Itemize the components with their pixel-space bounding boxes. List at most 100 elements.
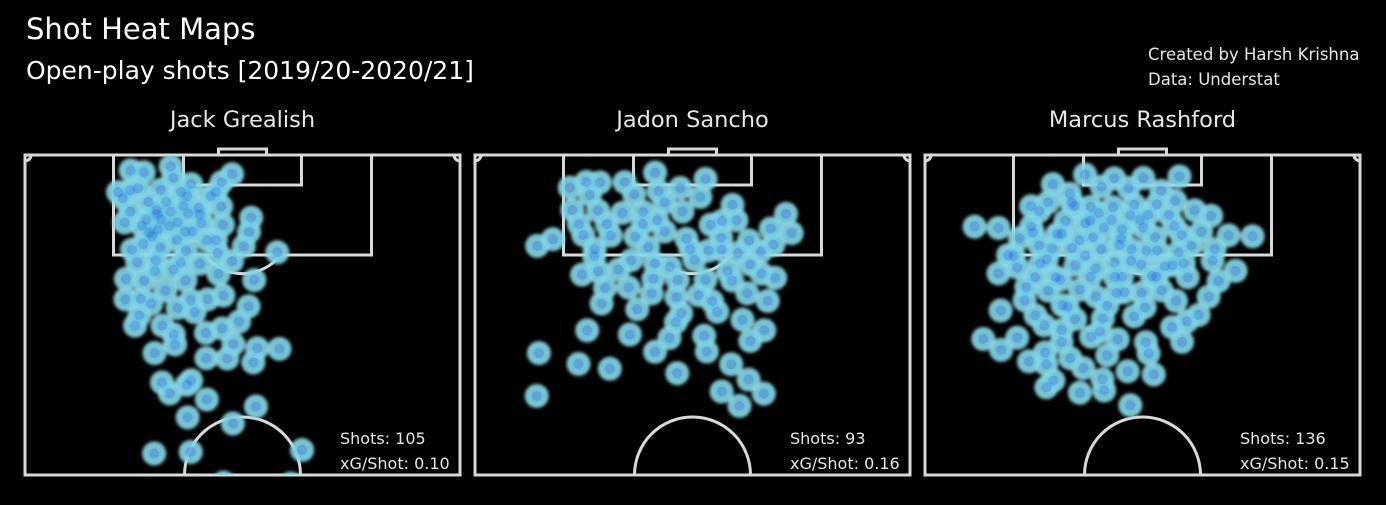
shot-density — [1193, 223, 1210, 240]
shot-hotspot — [149, 348, 160, 359]
shot-density — [183, 372, 200, 389]
shot-hotspot — [1021, 282, 1032, 293]
shot-hotspot — [149, 448, 160, 459]
shot-hotspot — [1067, 243, 1078, 254]
shot-density — [579, 322, 596, 339]
shot-hotspot — [646, 288, 657, 299]
shot-density — [202, 188, 219, 205]
shot-density — [117, 270, 134, 287]
shot-hotspot — [1070, 314, 1081, 325]
shot-hotspot — [234, 316, 245, 327]
shot-hotspot — [1078, 363, 1089, 374]
shot-density — [1227, 262, 1244, 279]
shot-hotspot — [1097, 374, 1108, 385]
shot-hotspot — [120, 273, 131, 284]
shot-density — [719, 262, 736, 279]
shot-hotspot — [156, 214, 167, 225]
shot-density — [741, 232, 758, 249]
shot-density — [700, 242, 717, 259]
shot-density — [1164, 257, 1181, 274]
shot-hotspot — [249, 275, 260, 286]
shot-hotspot — [164, 221, 175, 232]
shot-hotspot — [1102, 350, 1113, 361]
shot-hotspot — [594, 177, 605, 188]
shot-density — [570, 355, 587, 372]
shot-hotspot — [202, 235, 213, 246]
xg-per-shot: xG/Shot: 0.16 — [790, 454, 900, 473]
corner-arc — [1352, 154, 1361, 163]
shot-density — [601, 360, 618, 377]
shot-density — [640, 239, 657, 256]
shot-density — [992, 302, 1009, 319]
shot-density — [1071, 384, 1088, 401]
shot-hotspot — [1174, 171, 1185, 182]
shot-hotspot — [216, 201, 227, 212]
shot-hotspot — [1074, 284, 1085, 295]
shot-hotspot — [1023, 356, 1034, 367]
shot-hotspot — [141, 214, 152, 225]
shot-density — [179, 409, 196, 426]
shot-hotspot — [1138, 222, 1149, 233]
shot-hotspot — [133, 183, 144, 194]
shot-hotspot — [650, 167, 661, 178]
shot-density — [198, 391, 215, 408]
shot-density — [647, 255, 664, 272]
shot-density — [1037, 344, 1054, 361]
shot-density — [275, 492, 291, 505]
shot-density — [1167, 192, 1184, 209]
shot-hotspot — [1147, 270, 1158, 281]
shot-density — [645, 270, 662, 287]
shot-density — [598, 216, 615, 233]
shot-density — [1183, 237, 1200, 254]
shot-hotspot — [637, 218, 648, 229]
shot-hotspot — [1247, 231, 1258, 242]
shot-hotspot — [1193, 310, 1204, 320]
shot-density — [1111, 236, 1128, 253]
shot-density — [240, 298, 257, 315]
shot-density — [213, 198, 230, 215]
shot-density — [169, 299, 186, 316]
shot-hotspot — [613, 264, 624, 275]
shot-hotspot — [700, 274, 711, 285]
shots-count: Shots: 136 — [1240, 429, 1326, 448]
shot-density — [1135, 170, 1152, 187]
shot-hotspot — [147, 231, 158, 242]
shot-hotspot — [252, 343, 263, 354]
shot-density — [1018, 279, 1035, 296]
shot-hotspot — [1041, 359, 1052, 370]
shot-hotspot — [182, 191, 193, 202]
shot-density — [1053, 322, 1070, 339]
shot-hotspot — [1182, 272, 1193, 283]
shot-density — [734, 311, 751, 328]
shot-hotspot — [1138, 173, 1149, 184]
shot-hotspot — [1156, 285, 1167, 296]
shot-density — [1171, 168, 1188, 185]
shot-density — [1179, 269, 1196, 286]
shot-hotspot — [1030, 310, 1041, 321]
shot-hotspot — [1056, 336, 1067, 347]
shot-density — [690, 287, 707, 304]
shot-density — [590, 202, 607, 219]
shot-hotspot — [127, 244, 138, 255]
shot-density — [221, 474, 227, 475]
shot-hotspot — [213, 269, 224, 280]
shot-cores — [110, 158, 311, 505]
shot-hotspot — [1096, 244, 1107, 255]
shot-density — [1148, 268, 1165, 285]
shot-density — [152, 181, 169, 198]
shot-density — [674, 203, 691, 220]
shot-density — [1084, 229, 1101, 246]
shot-density — [610, 261, 627, 278]
shot-hotspot — [659, 197, 670, 208]
shot-density — [131, 307, 148, 324]
shot-hotspot — [1106, 214, 1117, 225]
shot-density — [182, 443, 199, 460]
shot-hotspot — [1048, 375, 1059, 386]
shot-hotspot — [671, 292, 682, 303]
shot-hotspot — [770, 272, 781, 283]
shot-density — [243, 209, 260, 226]
shot-marks — [106, 155, 315, 505]
shot-hotspot — [717, 215, 728, 226]
shot-hotspot — [1206, 210, 1217, 221]
shot-hotspot — [201, 353, 212, 364]
